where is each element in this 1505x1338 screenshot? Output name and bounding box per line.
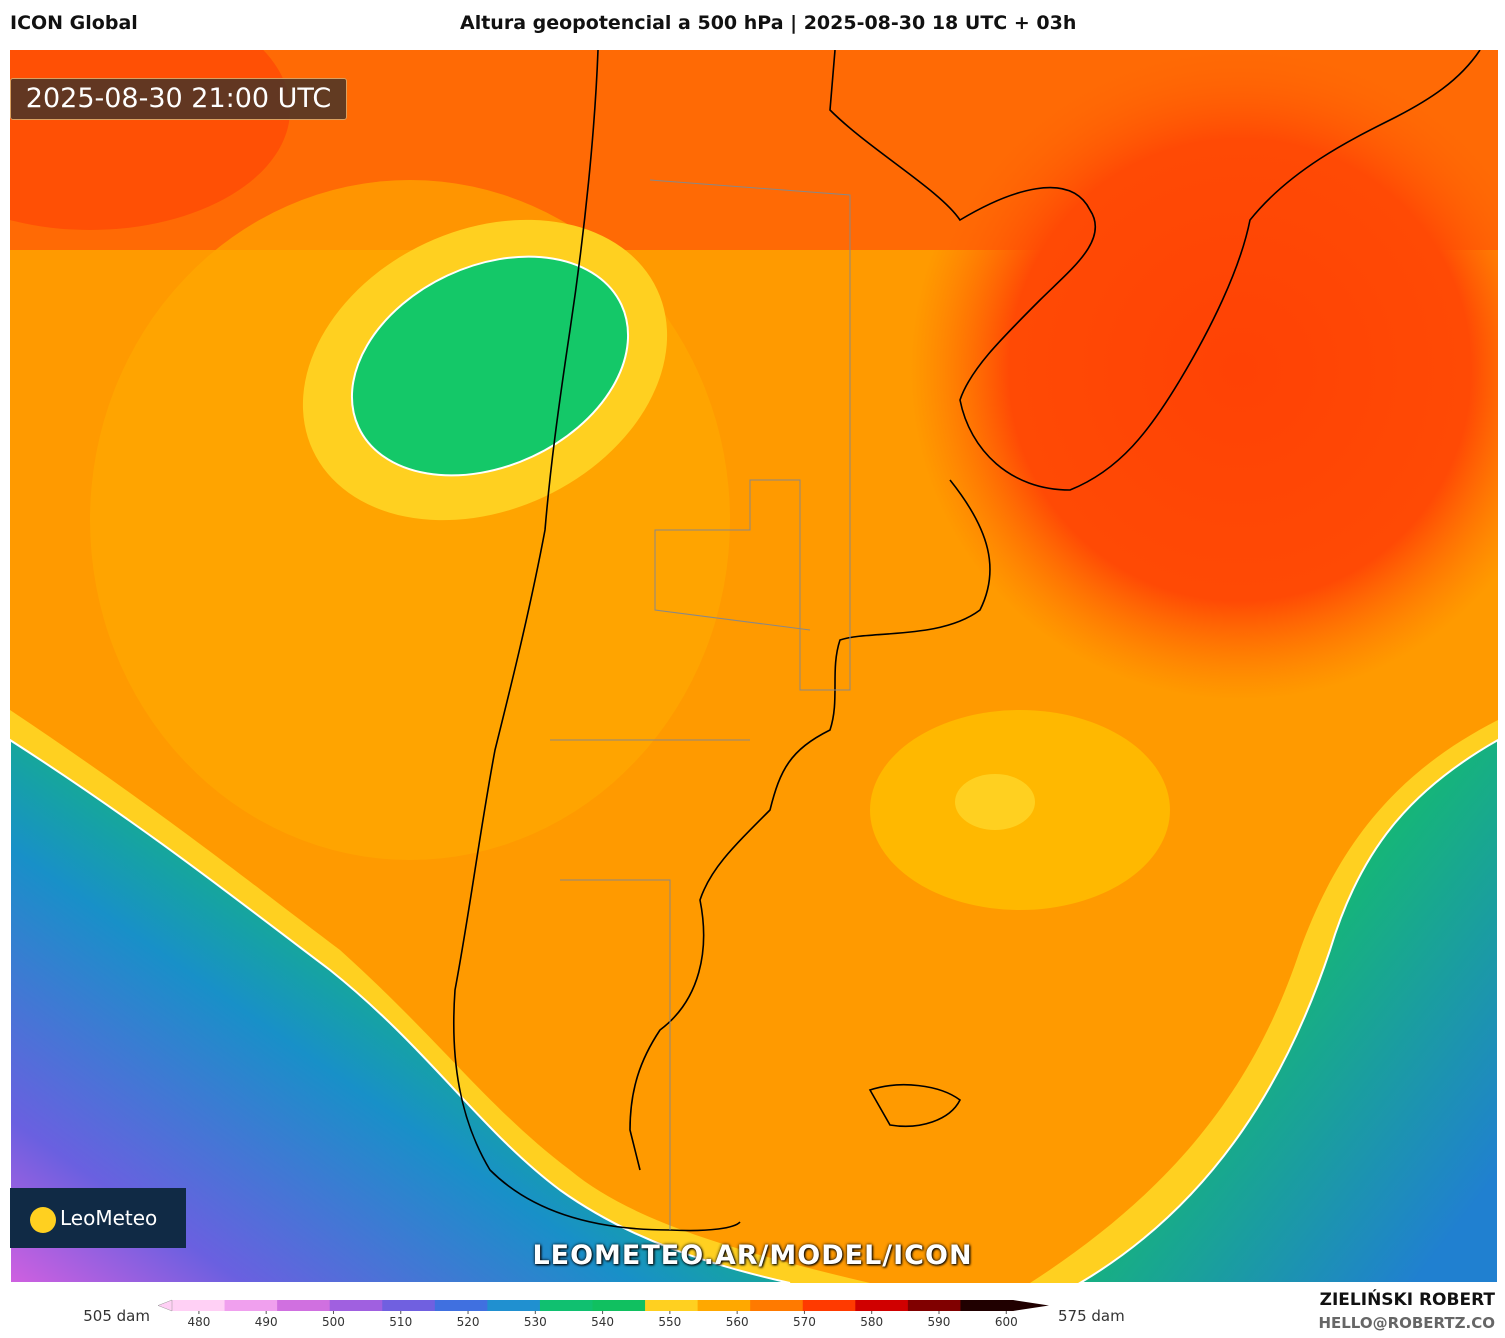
colorbar-segment bbox=[434, 1300, 488, 1311]
colorbar-left-label: 505 dam bbox=[83, 1307, 150, 1325]
colorbar-tick-label: 520 bbox=[457, 1315, 480, 1329]
colorbar-segment bbox=[277, 1300, 331, 1311]
map bbox=[10, 50, 1498, 1283]
colorbar-segment bbox=[697, 1300, 751, 1311]
email: HELLO@ROBERTZ.CO bbox=[1318, 1314, 1495, 1332]
watermark: LEOMETEO.AR/MODEL/ICON bbox=[532, 1240, 973, 1271]
colorbar-segment bbox=[802, 1300, 856, 1311]
colorbar-segment bbox=[329, 1300, 383, 1311]
colorbar-min-arrow bbox=[157, 1299, 173, 1312]
colorbar-tick-label: 510 bbox=[389, 1315, 412, 1329]
colorbar-tick-label: 560 bbox=[726, 1315, 749, 1329]
colorbar-segment bbox=[592, 1300, 646, 1311]
colorbar-tick-label: 480 bbox=[187, 1315, 210, 1329]
colorbar-tick-label: 530 bbox=[524, 1315, 547, 1329]
colorbar-max-arrow bbox=[1013, 1300, 1049, 1311]
colorbar-segment bbox=[172, 1300, 226, 1311]
colorbar-segment bbox=[855, 1300, 909, 1311]
map-title: Altura geopotencial a 500 hPa | 2025-08-… bbox=[460, 12, 1077, 34]
logo: LeoMeteo bbox=[10, 1188, 186, 1248]
author: ZIELIŃSKI ROBERT bbox=[1319, 1290, 1495, 1310]
colorbar-tick-label: 580 bbox=[860, 1315, 883, 1329]
colorbar-segment bbox=[487, 1300, 541, 1311]
model-name: ICON Global bbox=[10, 12, 138, 34]
logo-sun bbox=[30, 1206, 56, 1233]
colorbar-segment bbox=[645, 1300, 699, 1311]
colorbar-right-label: 575 dam bbox=[1058, 1307, 1125, 1325]
colorbar-tick-label: 550 bbox=[658, 1315, 681, 1329]
colorbar-segment bbox=[750, 1300, 804, 1311]
colorbar-segment bbox=[907, 1300, 961, 1311]
valid-time: 2025-08-30 21:00 UTC bbox=[10, 78, 347, 120]
colorbar-tick-label: 540 bbox=[591, 1315, 614, 1329]
colorbar-segment bbox=[960, 1300, 1014, 1311]
colorbar-segment bbox=[382, 1300, 436, 1311]
colorbar-tick-label: 500 bbox=[322, 1315, 345, 1329]
colorbar-segment bbox=[224, 1300, 278, 1311]
colorbar-segment bbox=[539, 1300, 593, 1311]
colorbar-tick-label: 590 bbox=[928, 1315, 951, 1329]
logo-text: LeoMeteo bbox=[60, 1206, 158, 1230]
colorbar-tick-label: 490 bbox=[255, 1315, 278, 1329]
colorbar: 505 dam 575 dam 480 490 500 510 520 530 540 550… bbox=[83, 1299, 1125, 1329]
colorbar-tick-label: 570 bbox=[793, 1315, 816, 1329]
colorbar-tick-label: 600 bbox=[995, 1315, 1018, 1329]
